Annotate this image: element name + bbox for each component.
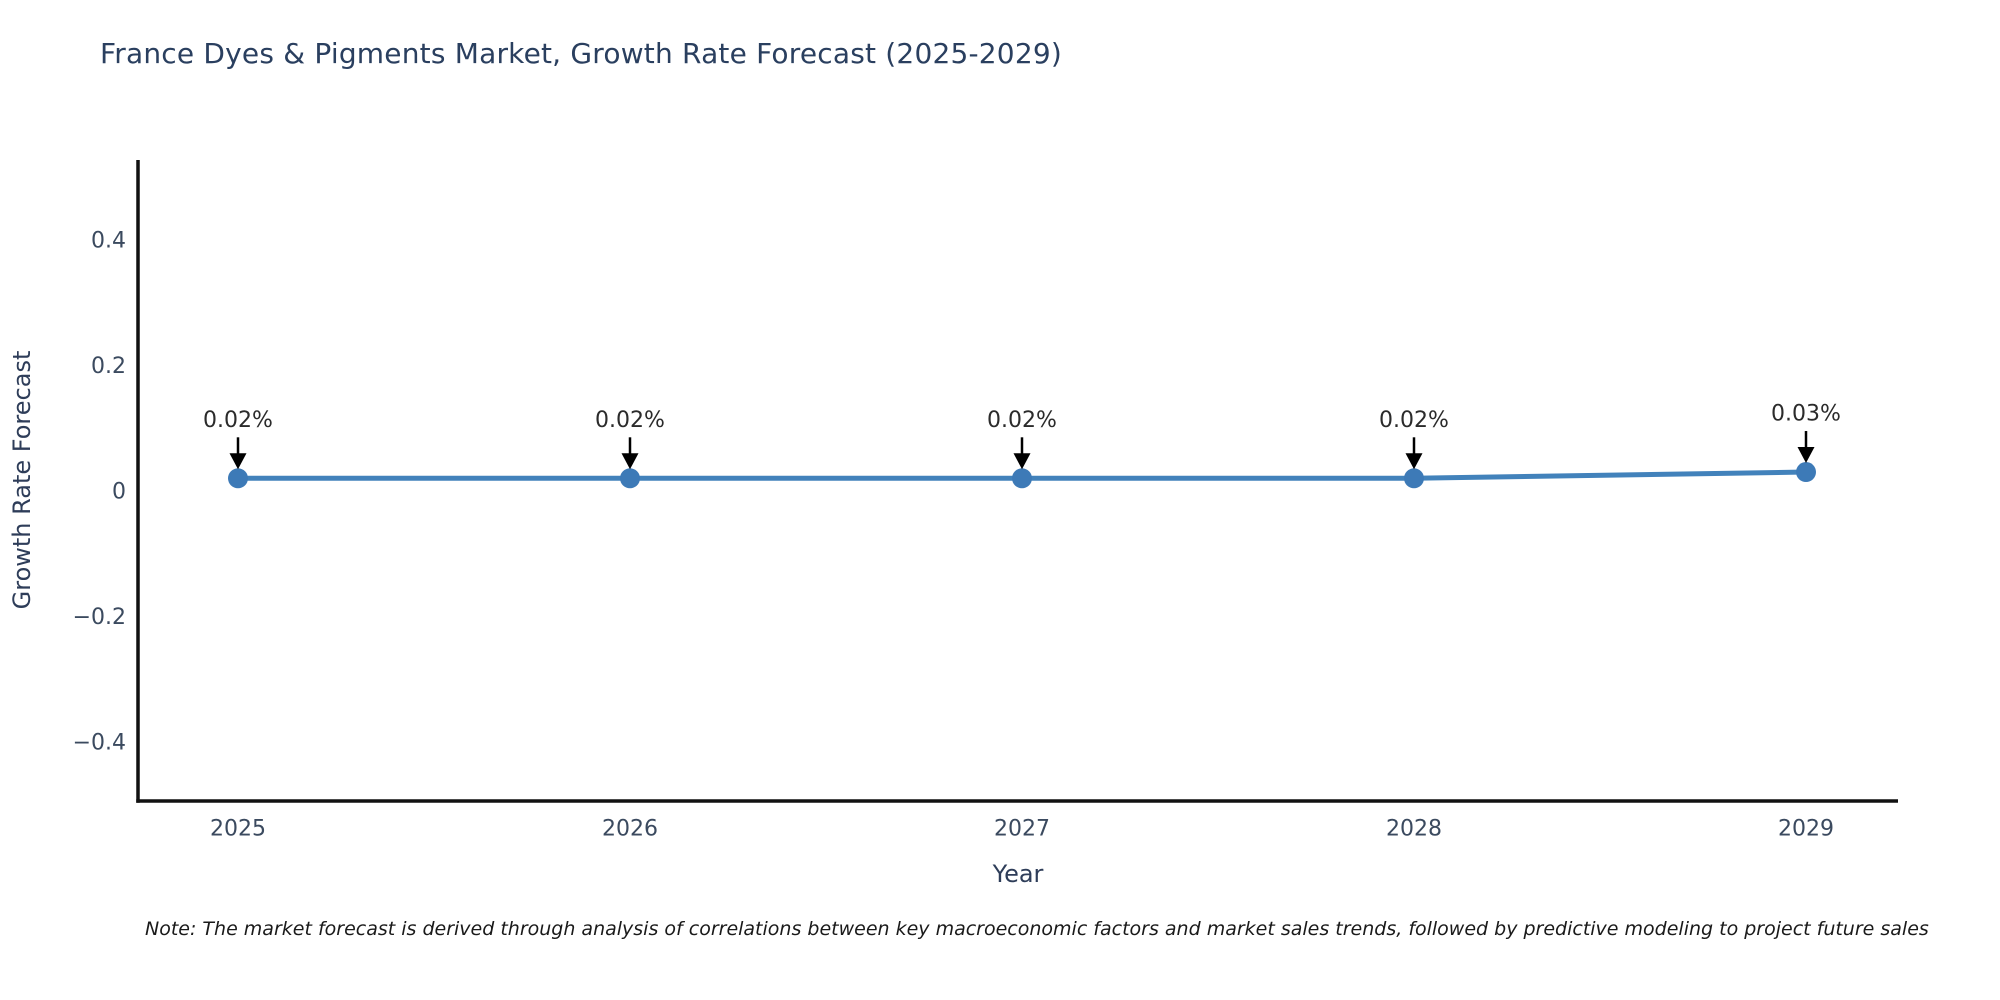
y-tick-label: 0.2 bbox=[91, 354, 126, 379]
x-tick-label: 2028 bbox=[1386, 817, 1442, 842]
y-axis-title: Growth Rate Forecast bbox=[8, 351, 36, 610]
data-point bbox=[1796, 462, 1816, 483]
x-tick-label: 2025 bbox=[210, 817, 266, 842]
annotation-arrowhead bbox=[621, 453, 639, 470]
annotation-arrowhead bbox=[1405, 453, 1423, 470]
data-point bbox=[228, 468, 248, 489]
data-point bbox=[1404, 468, 1424, 489]
x-tick-label: 2026 bbox=[602, 817, 658, 842]
annotation-label: 0.02% bbox=[595, 408, 665, 433]
x-tick-label: 2027 bbox=[994, 817, 1050, 842]
annotation-label: 0.02% bbox=[987, 408, 1057, 433]
annotation-label: 0.02% bbox=[203, 408, 273, 433]
x-tick-label: 2029 bbox=[1778, 817, 1834, 842]
y-tick-label: −0.4 bbox=[73, 731, 126, 756]
annotation-arrowhead bbox=[1013, 453, 1031, 470]
footnote-text: Note: The market forecast is derived thr… bbox=[145, 918, 1929, 940]
annotation-label: 0.03% bbox=[1771, 402, 1841, 427]
y-tick-label: −0.2 bbox=[73, 605, 126, 630]
data-point bbox=[620, 468, 640, 489]
y-tick-label: 0.4 bbox=[91, 228, 126, 253]
data-point bbox=[1012, 468, 1032, 489]
annotation-arrowhead bbox=[229, 453, 247, 470]
annotation-arrowhead bbox=[1797, 447, 1815, 464]
chart-title: France Dyes & Pigments Market, Growth Ra… bbox=[100, 37, 1062, 70]
y-tick-label: 0 bbox=[112, 480, 126, 505]
x-axis-title: Year bbox=[992, 860, 1044, 888]
annotation-label: 0.02% bbox=[1379, 408, 1449, 433]
